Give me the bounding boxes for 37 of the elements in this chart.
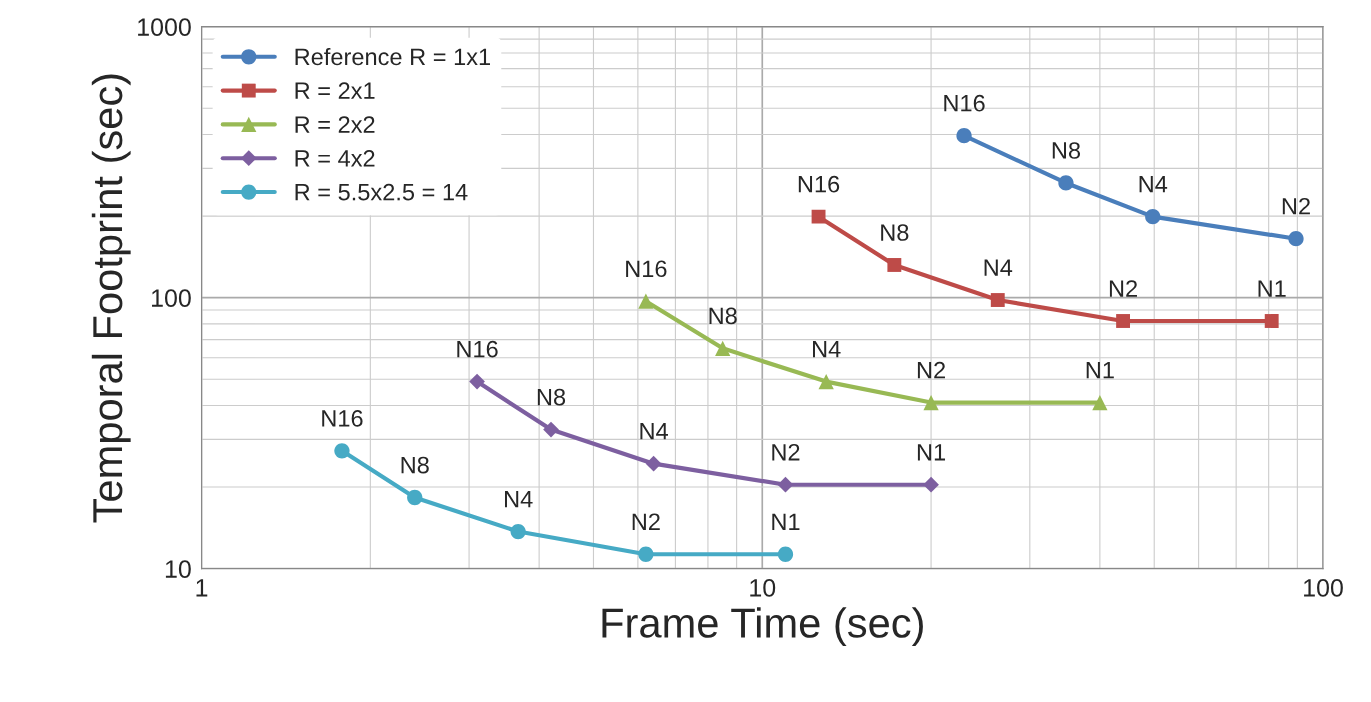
x-axis-title: Frame Time (sec) — [602, 607, 923, 647]
y-tick-label: 10 — [165, 560, 191, 578]
y-axis-title: Temporal Footprint (sec) — [91, 74, 131, 523]
data-label: N8 — [881, 224, 909, 241]
legend-label: R = 5.5x2.5 = 14 — [295, 183, 468, 201]
data-label: N1 — [1258, 280, 1286, 297]
data-label: N2 — [917, 361, 945, 379]
x-tick-label: 100 — [1304, 579, 1343, 597]
data-label: N1 — [772, 513, 800, 530]
data-label: N4 — [984, 259, 1013, 276]
x-tick-label: 1 — [196, 579, 208, 597]
legend-label: Reference R = 1x1 — [295, 47, 490, 66]
data-label: N2 — [1282, 197, 1310, 215]
legend-label: R = 2x2 — [295, 116, 375, 133]
data-label: N16 — [322, 410, 363, 427]
legend-label: R = 4x2 — [295, 150, 375, 167]
data-label: N4 — [1139, 176, 1168, 193]
data-label: N4 — [813, 341, 841, 358]
data-label: N1 — [917, 444, 946, 461]
data-label: N4 — [640, 423, 668, 440]
data-label: N2 — [772, 443, 800, 461]
x-tick-label: 10 — [750, 579, 776, 597]
data-label: N2 — [632, 513, 660, 530]
data-label: N4 — [505, 490, 533, 508]
data-label: N16 — [626, 260, 667, 278]
legend-label: R = 2x1 — [295, 82, 375, 99]
data-label: N16 — [798, 175, 840, 193]
data-label: N2 — [1109, 280, 1137, 297]
y-tick-label: 1000 — [138, 18, 191, 36]
data-label: N1 — [1086, 361, 1114, 379]
data-label: N8 — [1052, 142, 1081, 159]
data-label: N16 — [457, 340, 498, 358]
data-label: N8 — [709, 307, 737, 325]
data-label: N8 — [401, 456, 429, 474]
data-label: N16 — [944, 94, 985, 112]
data-label: N8 — [537, 388, 566, 406]
y-tick-label: 100 — [152, 289, 191, 307]
